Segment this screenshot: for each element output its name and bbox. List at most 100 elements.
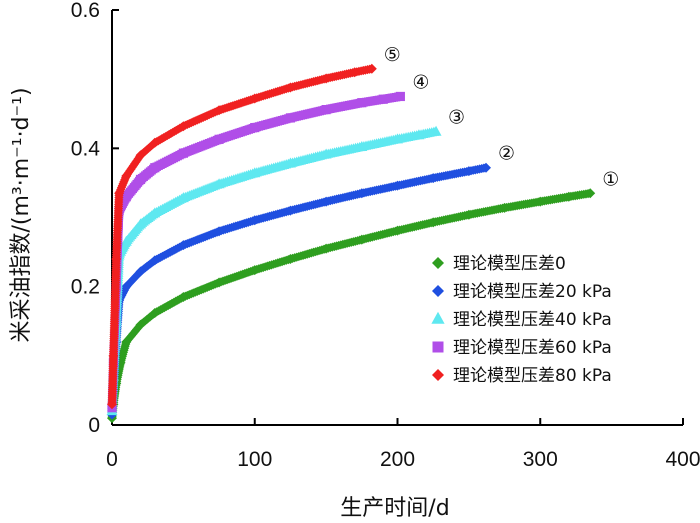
x-tick-label-0: 0 [106, 448, 118, 471]
series-3-point-12 [320, 148, 332, 159]
series-2-point-10 [249, 215, 260, 226]
series-1-point-10 [249, 265, 260, 276]
legend-marker-1 [432, 257, 444, 269]
legend: 理论模型压差0 理论模型压差20 kPa 理论模型压差40 kPa 理论模型压差60 … [431, 254, 612, 386]
y-tick-label-0: 0 [88, 414, 100, 437]
series-3-point-14 [392, 133, 403, 144]
series-5-point-5 [121, 171, 132, 181]
legend-marker-3 [431, 311, 445, 324]
series-1-point-15 [428, 217, 439, 228]
series-1-point-17 [499, 202, 510, 213]
series-1-point-13 [356, 234, 367, 245]
series-2-point-15 [428, 173, 439, 184]
series-3-point-10 [249, 167, 261, 178]
series-3-point-8 [177, 192, 189, 203]
series-1-point-9 [214, 277, 225, 288]
x-axis-title: 生产时间/d [340, 496, 449, 521]
series-2-point-5 [121, 281, 132, 292]
series-3-point-13 [356, 140, 368, 151]
series-2-point-6 [135, 266, 146, 277]
series-3-point-11 [284, 157, 296, 168]
series-1-point-12 [321, 243, 332, 254]
y-ticks: 0 0.2 0.4 0.6 [71, 0, 119, 437]
series-1-point-14 [392, 225, 403, 236]
series-5-point-11 [285, 82, 296, 93]
series-1 [107, 188, 596, 424]
series-2-point-13 [356, 188, 367, 199]
series-4-point-15 [395, 91, 405, 102]
series-5-band [107, 64, 375, 409]
curve-labels: ① ② ③④⑤ [384, 44, 619, 191]
series-2-point-9 [214, 226, 225, 237]
series-1-band [107, 189, 593, 423]
series-3-point-15 [413, 129, 425, 140]
series-1-point-8 [178, 292, 189, 303]
series-1-point-7 [149, 307, 160, 318]
x-tick-label-200: 200 [380, 448, 415, 471]
series-4-point-11 [285, 113, 296, 123]
series-2-point-8 [178, 240, 189, 251]
x-tick-label-300: 300 [523, 448, 558, 471]
series-4-point-14 [378, 94, 388, 104]
series-1-point-18 [535, 196, 546, 207]
series-5-point-9 [214, 105, 225, 116]
legend-item-1: 理论模型压差0 [432, 254, 566, 274]
series-4-point-7 [150, 163, 160, 173]
series-1-point-11 [285, 254, 296, 264]
plot-area [106, 63, 596, 424]
y-axis-title-main: 米采油指数/ [9, 225, 34, 343]
legend-item-3: 理论模型压差40 kPa [431, 310, 612, 330]
legend-label-5: 理论模型压差80 kPa [453, 366, 612, 386]
series-1-point-5 [121, 337, 132, 347]
series-4-point-12 [321, 105, 331, 115]
series-5-point-13 [349, 67, 360, 78]
legend-item-5: 理论模型压差80 kPa [432, 366, 612, 386]
series-4-point-8 [178, 148, 188, 158]
series-1-point-20 [585, 188, 596, 199]
legend-marker-5 [432, 369, 444, 381]
series-3-point-5 [120, 235, 132, 246]
series-2-point-12 [321, 196, 332, 207]
series-5 [107, 63, 377, 410]
series-4-point-13 [357, 98, 367, 108]
curve-label-2: ② [498, 143, 515, 165]
curve-label-5: ⑤ [384, 44, 401, 66]
svg-text:米采油指数/(m³·m⁻¹·d⁻¹): 米采油指数/(m³·m⁻¹·d⁻¹) [9, 87, 34, 342]
series-3-point-9 [213, 178, 225, 189]
series-2-point-17 [481, 162, 492, 173]
x-ticks: 0 100 200 300 400 [106, 418, 700, 471]
y-tick-label-0-2: 0.2 [71, 276, 100, 299]
series-4-point-10 [250, 122, 260, 133]
series-2-point-7 [149, 255, 160, 266]
series-5-point-8 [178, 121, 189, 132]
curve-label-1: ① [602, 168, 619, 190]
series-5-point-14 [366, 63, 377, 74]
series-5-point-1 [107, 399, 117, 410]
y-tick-label-0-6: 0.6 [71, 0, 100, 22]
series-3-point-16 [430, 125, 442, 136]
axes [111, 10, 683, 426]
series-5-point-2 [108, 350, 119, 361]
series-3-point-6 [135, 218, 147, 229]
x-tick-label-100: 100 [237, 448, 272, 471]
curve-label-4: ④ [412, 71, 429, 93]
series-2-point-11 [285, 205, 296, 216]
series-5-point-12 [321, 73, 332, 84]
series-4-band [107, 92, 403, 412]
series-2-band [107, 163, 489, 420]
legend-label-4: 理论模型压差60 kPa [453, 338, 612, 358]
legend-label-1: 理论模型压差0 [453, 254, 566, 274]
y-axis-title: 米采油指数/(m³·m⁻¹·d⁻¹) [9, 87, 34, 342]
series-5-point-7 [149, 137, 160, 148]
legend-marker-4 [432, 341, 444, 353]
series-3-point-7 [149, 207, 161, 218]
legend-item-2: 理论模型压差20 kPa [432, 282, 612, 302]
series-5-point-6 [135, 150, 146, 161]
series-4-point-6 [135, 174, 146, 185]
series-4 [107, 91, 405, 413]
series-2-point-16 [463, 166, 474, 177]
series-1-point-19 [563, 191, 574, 202]
legend-marker-2 [432, 285, 444, 297]
